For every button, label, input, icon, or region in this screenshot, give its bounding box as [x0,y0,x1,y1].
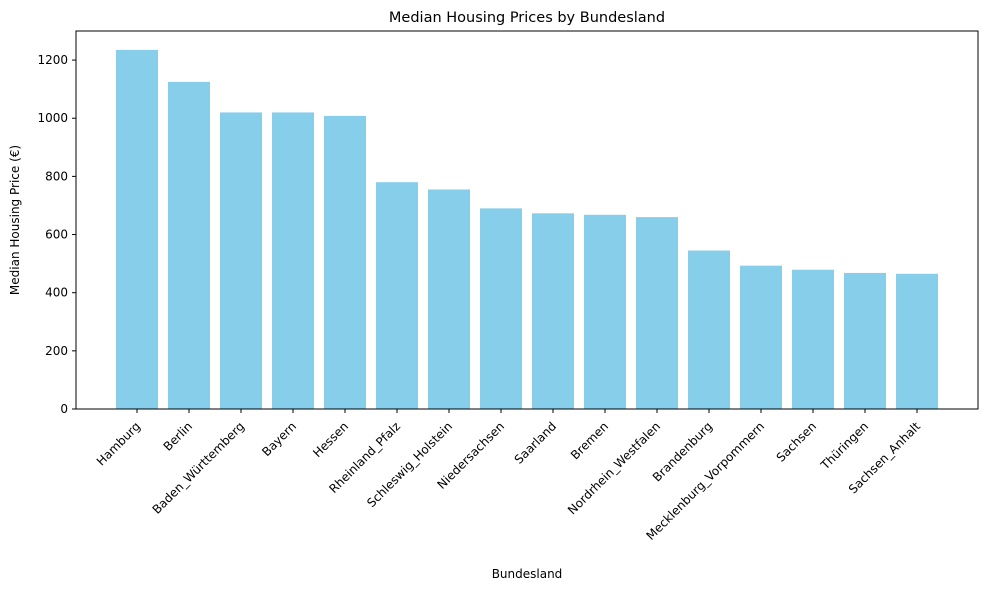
bar [376,182,418,409]
y-tick-label: 800 [45,169,68,183]
bar [220,112,262,410]
bar [844,272,886,409]
bars-layer [116,49,938,410]
y-axis-label: Median Housing Price (€) [8,145,22,295]
x-tick-label: Schleswig_Holstein [364,419,455,510]
x-axis-label: Bundesland [492,567,563,581]
x-tick-label: Baden_Württemberg [150,419,248,517]
y-tick-label: 1200 [37,53,68,67]
y-tick-label: 400 [45,286,68,300]
bar [688,250,730,409]
y-axis-ticks: 0 200 400 600 800 1000 1200 [37,53,76,416]
y-tick-label: 1000 [37,111,68,125]
x-tick-label: Nordrhein_Westfalen [565,419,663,517]
bar [636,217,678,409]
bar [480,208,522,409]
bar [324,115,366,410]
bar [428,189,470,409]
x-tick-label: Thüringen [817,419,871,473]
bar [272,112,314,410]
bar [792,269,834,409]
x-tick-label: Berlin [161,419,196,454]
bar [740,265,782,409]
x-tick-label: Saarland [512,419,559,466]
bar [584,214,626,409]
x-tick-label: Sachsen [774,419,820,465]
x-tick-label: Bayern [259,419,299,459]
y-tick-label: 0 [60,402,68,416]
bar [896,273,938,409]
x-tick-label: Hessen [310,419,351,460]
plot-frame [75,30,979,410]
bar [532,213,574,409]
chart-title: Median Housing Prices by Bundesland [389,10,665,26]
y-tick-label: 600 [45,228,68,242]
x-tick-label: Bremen [568,419,611,462]
bar [168,81,210,409]
y-tick-label: 200 [45,344,68,358]
bar [116,49,158,410]
x-tick-label: Hamburg [94,419,143,468]
